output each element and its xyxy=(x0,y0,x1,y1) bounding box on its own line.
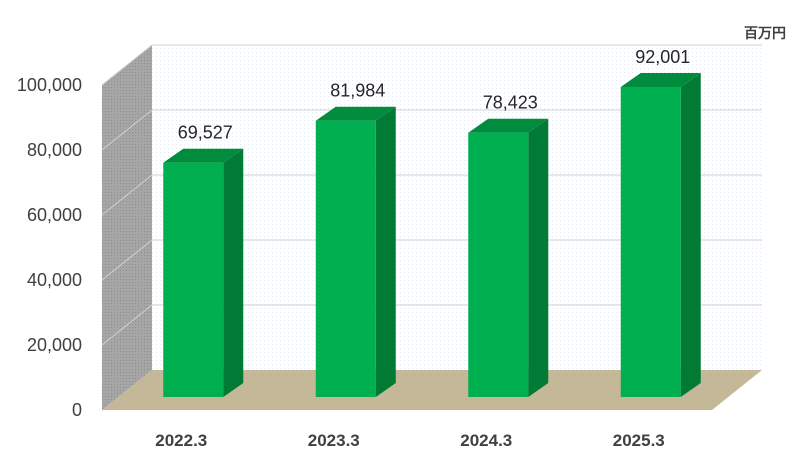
y-tick-label: 100,000 xyxy=(17,75,82,95)
x-tick-label: 2024.3 xyxy=(460,431,512,450)
bar-top xyxy=(620,72,701,87)
data-label: 81,984 xyxy=(330,81,385,101)
side-gridline xyxy=(101,174,153,216)
bar-side xyxy=(528,118,549,398)
side-wall xyxy=(102,45,152,410)
data-label: 92,001 xyxy=(635,47,690,67)
bar-side xyxy=(680,72,701,397)
bar-side xyxy=(375,106,396,397)
side-gridline xyxy=(101,44,153,86)
side-gridline xyxy=(101,109,153,151)
y-tick-label: 0 xyxy=(72,400,82,420)
bar-2023.3 xyxy=(315,106,396,397)
bars: 69,527 81,984 78,423 92,001 xyxy=(163,47,701,398)
bar-top xyxy=(315,106,396,121)
bar xyxy=(315,120,376,397)
bar xyxy=(620,86,681,397)
x-tick-label: 2023.3 xyxy=(308,431,360,450)
side-gridline xyxy=(101,304,153,346)
data-label: 69,527 xyxy=(178,123,233,143)
unit-label: 百万円 xyxy=(744,26,786,42)
y-axis-ticks: 0 20,000 40,000 60,000 80,000 100,000 xyxy=(17,75,82,420)
y-tick-label: 40,000 xyxy=(27,270,82,290)
bar xyxy=(163,162,224,397)
floor xyxy=(102,370,762,410)
side-gridline xyxy=(101,239,153,281)
data-label: 78,423 xyxy=(483,93,538,113)
y-tick-label: 20,000 xyxy=(27,335,82,355)
bar-2025.3 xyxy=(620,72,701,397)
y-tick-label: 80,000 xyxy=(27,140,82,160)
bar-top xyxy=(468,118,549,133)
bar-2024.3 xyxy=(468,118,549,398)
bar xyxy=(468,132,529,398)
x-tick-label: 2025.3 xyxy=(613,431,665,450)
bar-side xyxy=(223,148,244,397)
back-wall xyxy=(152,45,762,370)
y-tick-label: 60,000 xyxy=(27,205,82,225)
x-tick-label: 2022.3 xyxy=(155,431,207,450)
bar-2022.3 xyxy=(163,148,244,397)
x-axis-ticks: 2022.3 2023.3 2024.3 2025.3 xyxy=(155,431,665,450)
bar-top xyxy=(163,148,244,163)
